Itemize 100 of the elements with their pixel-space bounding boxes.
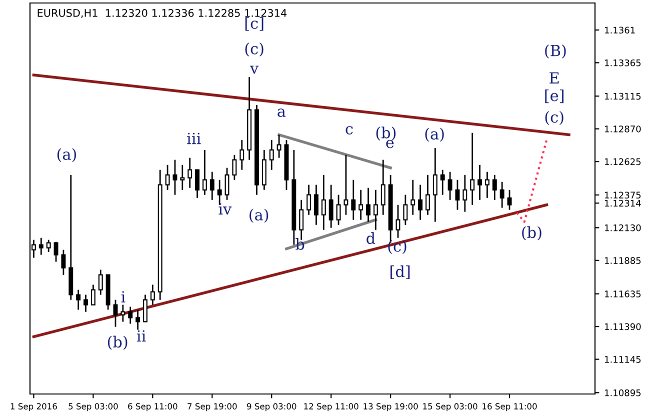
- candlestick: [150, 284, 155, 306]
- candlestick: [240, 139, 244, 171]
- candlestick: [38, 237, 44, 256]
- y-tick-label: 1.12130: [605, 224, 641, 232]
- annotation: [e]: [545, 89, 564, 104]
- y-tick-label: 1.11885: [605, 257, 641, 264]
- candlestick: [351, 179, 356, 220]
- annotation: v: [250, 66, 259, 74]
- x-tick-label: 16 Sep 11:00: [482, 403, 537, 412]
- candlestick: [418, 184, 423, 220]
- annotation: (c): [545, 110, 564, 125]
- candlestick: [403, 194, 408, 226]
- candlestick: [165, 164, 170, 191]
- candlestick: [224, 167, 230, 201]
- candlestick: [120, 304, 126, 322]
- candlestick: [84, 294, 88, 313]
- candlestick: [172, 159, 178, 196]
- candlestick: [344, 154, 348, 216]
- candlestick: [210, 171, 214, 201]
- y-tick-label: 1.11635: [605, 290, 641, 298]
- candlestick: [128, 306, 133, 324]
- x-tick-label: 15 Sep 03:00: [423, 403, 478, 412]
- y-tick-label: 1.12314: [605, 200, 641, 207]
- x-tick-label: 13 Sep 19:00: [364, 403, 418, 412]
- x-tick-label: 5 Sep 03:00: [68, 403, 118, 412]
- candlestick: [484, 171, 490, 199]
- annotation: iii: [187, 132, 201, 144]
- candlestick: [321, 174, 326, 231]
- y-tick-label: 1.1361: [605, 26, 635, 34]
- annotation: (a): [425, 128, 444, 142]
- candlestick: [492, 174, 497, 201]
- candlestick: [202, 149, 207, 196]
- x-tick-label: 7 Sep 19:00: [188, 403, 237, 412]
- annotation: b: [296, 238, 304, 250]
- candlestick: [410, 179, 416, 216]
- annotation: (b): [108, 336, 128, 350]
- y-tick-label: 1.10895: [605, 389, 641, 396]
- candlestick: [98, 269, 103, 296]
- candlestick: [470, 132, 475, 206]
- y-tick-label: 1.12870: [605, 126, 641, 132]
- annotation: iv: [218, 203, 232, 214]
- y-tick-label: 1.11145: [605, 356, 641, 363]
- candlestick: [462, 174, 468, 212]
- annotation: ii: [136, 330, 146, 342]
- candlestick: [366, 187, 370, 223]
- candlestick: [46, 239, 51, 253]
- candlestick: [426, 174, 430, 216]
- candlestick: [500, 181, 504, 208]
- y-tick-label: 1.12625: [605, 158, 641, 166]
- y-tick-label: 1.11390: [605, 323, 641, 330]
- annotation: (a): [57, 148, 76, 162]
- annotation: (b): [376, 126, 396, 141]
- candlestick: [396, 204, 400, 239]
- x-tick-label: 1 Sep 2016: [10, 403, 57, 412]
- y-tick-label: 1.13115: [605, 92, 641, 100]
- annotation: c: [346, 126, 353, 135]
- candlestick: [90, 284, 96, 306]
- candlestick: [76, 289, 81, 310]
- annotation: (c): [245, 42, 264, 57]
- candlestick: [478, 164, 482, 201]
- annotation: (a): [250, 208, 268, 223]
- x-tick-label: 12 Sep 11:00: [304, 403, 358, 412]
- candlestick: [195, 169, 200, 199]
- candlestick: [54, 241, 58, 262]
- candlestick: [358, 189, 364, 220]
- annotation: d: [366, 232, 376, 244]
- x-tick-label: 9 Sep 03:00: [246, 403, 296, 412]
- y-tick-label: 1.13365: [605, 59, 641, 66]
- candlestick: [373, 189, 378, 231]
- candlestick: [314, 184, 318, 226]
- candlestick: [380, 159, 386, 216]
- candlestick: [143, 294, 148, 322]
- candlestick: [136, 309, 140, 330]
- candlestick: [113, 299, 118, 328]
- annotation: [c]: [245, 17, 264, 31]
- annotation: e: [386, 140, 394, 148]
- candlestick: [440, 169, 445, 196]
- candlestick: [61, 249, 66, 276]
- x-tick-label: 6 Sep 11:00: [128, 403, 178, 412]
- candlestick: [306, 184, 312, 216]
- annotation: [d]: [390, 265, 410, 280]
- candlestick: [232, 154, 237, 181]
- candlestick: [448, 171, 452, 201]
- candlestick: [276, 134, 282, 159]
- candlestick: [188, 157, 192, 189]
- candlestick: [432, 147, 438, 223]
- y-tick-label: 1.12375: [605, 192, 641, 199]
- candlestick: [336, 194, 341, 226]
- candlestick: [328, 184, 334, 229]
- candlestick: [507, 189, 512, 210]
- text: EURUSD,H1 1.12320 1.12336 1.12285 1.12314: [38, 9, 287, 18]
- candlestick: [455, 179, 460, 210]
- annotation: a: [278, 108, 286, 117]
- annotation: (b): [522, 226, 542, 240]
- annotation: i: [121, 291, 126, 302]
- annotation: (c): [388, 240, 406, 254]
- candlestick: [269, 139, 274, 171]
- candlestick: [180, 164, 185, 191]
- annotation: E: [550, 72, 559, 84]
- annotation: (B): [545, 44, 566, 58]
